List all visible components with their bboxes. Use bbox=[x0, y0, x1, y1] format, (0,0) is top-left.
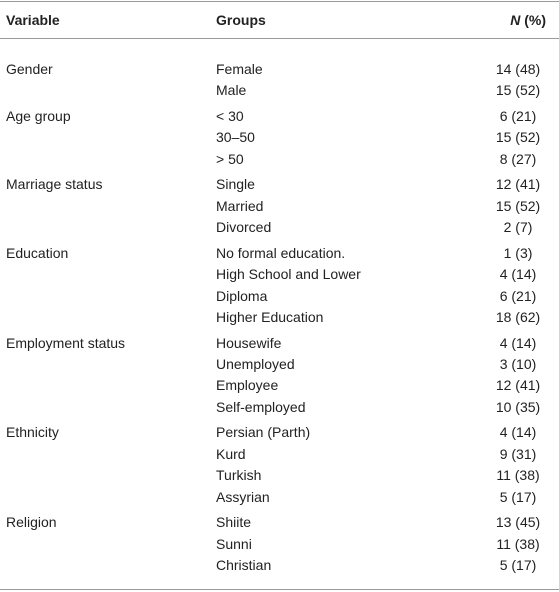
group-cell: Turkish bbox=[216, 467, 262, 484]
n-cell: 5 (17) bbox=[499, 488, 537, 505]
n-cell: 8 (27) bbox=[499, 150, 537, 167]
n-cell: 12 (41) bbox=[495, 176, 541, 193]
n-cell: 15 (52) bbox=[495, 197, 541, 214]
variable-cell: Gender bbox=[6, 61, 53, 77]
group-cell: Diploma bbox=[216, 287, 268, 304]
n-cell: 4 (14) bbox=[499, 334, 537, 351]
group-cell: Assyrian bbox=[216, 488, 270, 505]
n-cell: 10 (35) bbox=[495, 398, 541, 415]
variable-cell: Education bbox=[6, 244, 69, 261]
n-cell: 9 (31) bbox=[499, 445, 537, 462]
n-cell: 2 (7) bbox=[503, 219, 533, 236]
header-rule bbox=[0, 38, 559, 39]
group-cell: Male bbox=[216, 82, 247, 99]
n-cell: 3 (10) bbox=[499, 356, 537, 372]
top-rule bbox=[0, 1, 559, 2]
group-cell: Single bbox=[216, 176, 255, 193]
variable-cell: Employment status bbox=[6, 334, 126, 351]
group-cell: Married bbox=[216, 197, 264, 214]
group-cell: < 30 bbox=[216, 108, 244, 124]
n-cell: 18 (62) bbox=[495, 309, 541, 325]
group-cell: No formal education. bbox=[216, 244, 346, 261]
group-cell: 30–50 bbox=[216, 129, 255, 146]
group-cell: Female bbox=[216, 61, 263, 77]
bottom-rule bbox=[0, 589, 559, 590]
group-cell: Higher Education bbox=[216, 309, 324, 325]
n-cell: 1 (3) bbox=[503, 244, 533, 261]
n-cell: 5 (17) bbox=[499, 557, 537, 573]
group-cell: Self-employed bbox=[216, 398, 306, 415]
n-cell: 11 (38) bbox=[496, 535, 540, 552]
variable-cell: Age group bbox=[6, 108, 71, 124]
group-cell: Divorced bbox=[216, 219, 272, 236]
n-cell: 4 (14) bbox=[499, 424, 537, 441]
group-cell: Christian bbox=[216, 557, 272, 573]
header-n-unit: (%) bbox=[524, 12, 546, 28]
variable-cell: Marriage status bbox=[6, 176, 103, 193]
header-n-symbol: N bbox=[510, 12, 521, 28]
group-cell: Unemployed bbox=[216, 356, 295, 372]
n-cell: 15 (52) bbox=[495, 82, 541, 99]
group-cell: > 50 bbox=[216, 150, 244, 167]
n-cell: 6 (21) bbox=[499, 108, 537, 124]
n-cell: 4 (14) bbox=[499, 266, 537, 283]
n-cell: 6 (21) bbox=[499, 287, 537, 304]
variable-cell: Religion bbox=[6, 514, 57, 531]
group-cell: Shiite bbox=[216, 514, 252, 531]
variable-cell: Ethnicity bbox=[6, 424, 59, 441]
group-cell: Housewife bbox=[216, 334, 282, 351]
n-cell: 13 (45) bbox=[495, 514, 541, 531]
group-cell: High School and Lower bbox=[216, 266, 361, 283]
group-cell: Persian (Parth) bbox=[216, 424, 311, 441]
group-cell: Sunni bbox=[216, 535, 252, 552]
n-cell: 12 (41) bbox=[495, 377, 541, 394]
header-variable: Variable bbox=[6, 12, 60, 28]
n-cell: 14 (48) bbox=[495, 61, 541, 77]
header-n: N (%) bbox=[510, 12, 546, 28]
n-cell: 11 (38) bbox=[496, 467, 540, 484]
header-groups: Groups bbox=[216, 12, 266, 28]
n-cell: 15 (52) bbox=[495, 129, 541, 146]
group-cell: Kurd bbox=[216, 445, 246, 462]
group-cell: Employee bbox=[216, 377, 279, 394]
